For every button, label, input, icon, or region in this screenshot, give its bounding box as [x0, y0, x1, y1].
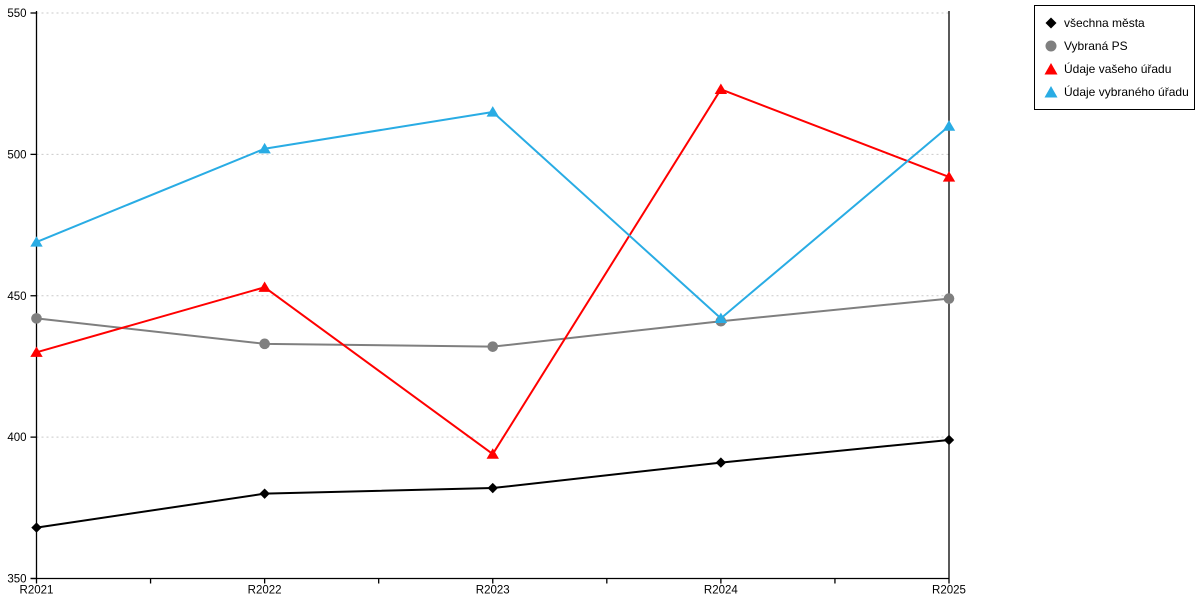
- x-axis-tick-label: R2025: [932, 585, 966, 597]
- data-point-triangle: [942, 171, 956, 182]
- series-3: [30, 106, 956, 323]
- data-point-circle: [943, 293, 955, 304]
- legend-circle: [1045, 40, 1057, 52]
- x-axis-tick-label: R2024: [704, 585, 738, 597]
- data-point-triangle: [258, 281, 271, 292]
- data-point-diamond: [715, 457, 727, 468]
- data-point-diamond: [943, 434, 955, 446]
- data-point-triangle: [30, 346, 43, 357]
- legend-item-vsechna-mesta: všechna města: [1044, 15, 1186, 31]
- legend-diamond: [1045, 17, 1057, 29]
- data-point-circle: [31, 313, 42, 324]
- legend-item-udaje-vaseho-uradu: Údaje vašeho úřadu: [1044, 61, 1186, 77]
- data-point-triangle: [486, 448, 499, 459]
- data-point-triangle: [258, 142, 271, 154]
- series-line: [36, 88, 950, 456]
- data-point-circle: [259, 338, 270, 350]
- legend-item-vybrana-ps: Vybraná PS: [1044, 38, 1186, 54]
- legend-label: všechna města: [1064, 16, 1145, 30]
- series-2: [30, 83, 956, 459]
- legend-label: Údaje vybraného úřadu: [1064, 85, 1189, 99]
- diamond-marker-icon: [1044, 16, 1058, 30]
- data-point-triangle: [486, 106, 499, 117]
- data-point-triangle: [30, 236, 43, 247]
- data-point-diamond: [31, 522, 42, 533]
- y-axis-tick-label: 500: [7, 149, 26, 161]
- series-line: [36, 297, 950, 348]
- legend-triangle: [1044, 63, 1058, 75]
- triangle-marker-icon: [1044, 85, 1058, 99]
- y-axis-tick-label: 350: [7, 574, 26, 586]
- data-point-triangle: [942, 120, 956, 131]
- y-axis-tick-label: 550: [7, 8, 26, 20]
- legend-item-udaje-vybraneho-uradu: Údaje vybraného úřadu: [1044, 84, 1189, 100]
- legend-label: Údaje vašeho úřadu: [1064, 62, 1172, 76]
- legend: všechna města Vybraná PS Údaje vašeho úř…: [1034, 5, 1195, 110]
- data-point-triangle: [714, 83, 728, 94]
- x-axis-tick-label: R2023: [476, 585, 510, 597]
- x-axis-tick-label: R2021: [20, 585, 54, 597]
- data-point-diamond: [259, 488, 270, 499]
- legend-triangle: [1044, 86, 1058, 98]
- circle-marker-icon: [1044, 39, 1058, 53]
- series-0: [31, 434, 955, 533]
- y-axis-tick-label: 400: [7, 432, 26, 444]
- series-1: [31, 293, 955, 352]
- data-point-circle: [487, 341, 499, 352]
- data-point-triangle: [714, 312, 728, 323]
- legend-label: Vybraná PS: [1064, 39, 1128, 53]
- x-axis-tick-label: R2022: [248, 585, 282, 597]
- data-point-diamond: [487, 482, 498, 494]
- series-line: [36, 110, 950, 320]
- y-axis-tick-label: 450: [7, 291, 26, 303]
- triangle-marker-icon: [1044, 62, 1058, 76]
